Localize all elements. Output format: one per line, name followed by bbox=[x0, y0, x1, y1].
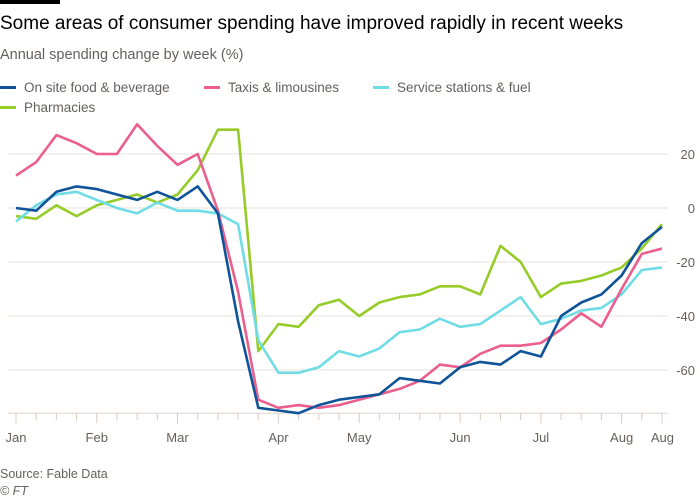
y-tick-label: 20 bbox=[681, 147, 695, 162]
series-line-service-stations-fuel bbox=[15, 190, 663, 375]
legend-label: On site food & beverage bbox=[24, 80, 170, 95]
legend-item-taxis: Taxis & limousines bbox=[204, 80, 339, 95]
source-note: Source: Fable Data bbox=[0, 467, 108, 481]
legend-label: Service stations & fuel bbox=[397, 80, 531, 95]
x-tick-label: Feb bbox=[86, 430, 108, 445]
legend-swatch bbox=[373, 86, 389, 89]
legend-label: Taxis & limousines bbox=[228, 80, 340, 95]
x-tick-label: Aug bbox=[610, 430, 633, 445]
x-tick-label: May bbox=[347, 430, 372, 445]
y-tick-label: -20 bbox=[676, 255, 695, 270]
ft-brand-bar bbox=[0, 0, 60, 4]
legend-item-on-site-food: On site food & beverage bbox=[0, 80, 170, 95]
copyright: © FT bbox=[0, 484, 28, 498]
x-tick-label: Aug bbox=[651, 430, 674, 445]
x-tick-label: Jul bbox=[533, 430, 550, 445]
legend-swatch bbox=[0, 106, 16, 109]
x-tick-label: Jun bbox=[450, 430, 471, 445]
legend-swatch bbox=[204, 86, 220, 89]
chart-subtitle: Annual spending change by week (%) bbox=[0, 47, 244, 63]
chart-title: Some areas of consumer spending have imp… bbox=[0, 13, 624, 34]
y-tick-label: -40 bbox=[676, 309, 695, 324]
x-tick-label: Mar bbox=[166, 430, 189, 445]
x-tick-label: Apr bbox=[268, 430, 289, 445]
legend: On site food & beverage Taxis & limousin… bbox=[0, 80, 700, 120]
legend-label: Pharmacies bbox=[24, 100, 96, 115]
legend-item-pharmacies: Pharmacies bbox=[0, 100, 95, 115]
series-line-on-site-food-beverage bbox=[15, 185, 663, 415]
series-line-pharmacies bbox=[15, 128, 663, 353]
legend-swatch bbox=[0, 86, 16, 89]
y-tick-label: -60 bbox=[676, 363, 695, 378]
y-tick-label: 0 bbox=[688, 201, 695, 216]
x-tick-label: Jan bbox=[6, 430, 27, 445]
series-line-taxis-limousines bbox=[15, 123, 663, 410]
legend-item-service-stations: Service stations & fuel bbox=[373, 80, 531, 95]
